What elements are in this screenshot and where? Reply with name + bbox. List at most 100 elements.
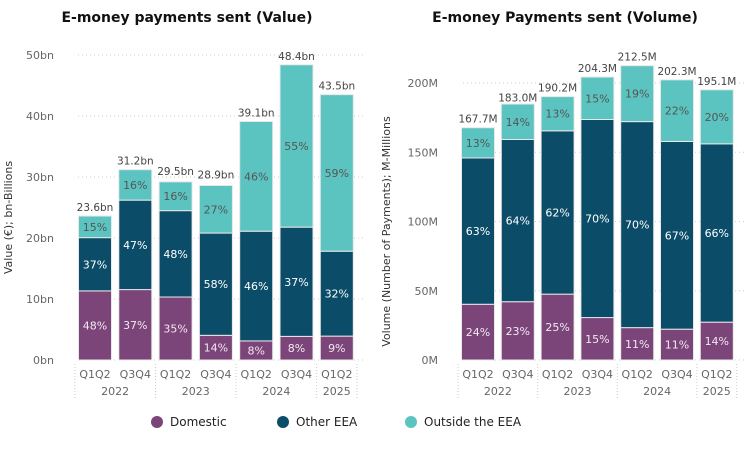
segment-label: 8% [288, 342, 305, 355]
chart-volume: E-money Payments sent (Volume) 0M 50M 100M 1… [380, 10, 745, 400]
bar-segment-other-eea [78, 237, 112, 292]
segment-label: 46% [244, 170, 268, 183]
x-year-label: 2025 [703, 385, 731, 398]
segment-label: 25% [545, 321, 569, 334]
bar-segment-outside-the-eea [461, 127, 495, 159]
segment-label: 48% [83, 319, 107, 332]
segment-label: 59% [325, 167, 349, 180]
segment-label: 62% [545, 206, 569, 219]
bar-segment-domestic [540, 293, 575, 361]
x-tick-label: Q3Q4 [281, 368, 312, 381]
segment-label: 13% [466, 137, 490, 150]
bar-segment-outside-the-eea [118, 169, 153, 201]
segment-label: 22% [665, 105, 689, 118]
segment-label: 66% [705, 227, 729, 240]
bar-segment-domestic [660, 328, 694, 361]
x-tick-label: Q3Q4 [582, 368, 613, 381]
bar-segment-domestic [118, 289, 153, 361]
segment-label: 46% [244, 280, 268, 293]
x-year-label: 2022 [484, 385, 512, 398]
x-year-label: 2023 [564, 385, 592, 398]
chart-title: E-money Payments sent (Volume) [432, 10, 698, 26]
x-tick-label: Q1Q2 [160, 368, 191, 381]
bar-segment-outside-the-eea [239, 120, 274, 232]
segment-label: 15% [83, 221, 107, 234]
y-tick-label: 30bn [26, 171, 54, 184]
segment-label: 24% [466, 326, 490, 339]
bar-segment-outside-the-eea [198, 184, 233, 234]
bar-segment-other-eea [279, 226, 314, 337]
segment-label: 19% [625, 88, 649, 101]
total-label: 43.5bn [318, 81, 355, 93]
y-tick-label: 200M [408, 77, 439, 90]
segment-label: 32% [325, 288, 349, 301]
segment-label: 70% [625, 219, 649, 232]
total-label: 212.5M [618, 52, 657, 64]
legend-label: Other EEA [296, 415, 358, 429]
y-axis-label: Volume (Number of Payments); M-Millions [380, 116, 393, 347]
total-label: 31.2bn [117, 156, 154, 168]
segment-label: 14% [705, 335, 729, 348]
segment-label: 13% [545, 108, 569, 121]
x-tick-label: Q1Q2 [622, 368, 653, 381]
y-tick-label: 20bn [26, 232, 54, 245]
y-tick-label: 50bn [26, 49, 54, 62]
x-tick-label: Q3Q4 [120, 368, 151, 381]
bar-segment-outside-the-eea [500, 103, 535, 140]
legend-item: Domestic [151, 415, 227, 429]
total-label: 183.0M [498, 93, 537, 105]
bar-segment-outside-the-eea [319, 94, 354, 252]
bar-segment-outside-the-eea [540, 96, 575, 132]
bar-segment-outside-the-eea [660, 79, 694, 142]
x-tick-label: Q1Q2 [701, 368, 732, 381]
segment-label: 70% [585, 213, 609, 226]
total-label: 167.7M [458, 114, 497, 126]
segment-label: 14% [506, 116, 530, 129]
y-tick-label: 0bn [33, 354, 54, 367]
total-label: 48.4bn [278, 51, 315, 63]
segment-label: 67% [665, 229, 689, 242]
legend-label: Outside the EEA [424, 415, 522, 429]
bar-segment-outside-the-eea [580, 76, 615, 120]
legend-item: Outside the EEA [405, 415, 522, 429]
x-tick-label: Q3Q4 [502, 368, 533, 381]
x-tick-label: Q3Q4 [200, 368, 231, 381]
bar-segment-outside-the-eea [699, 89, 734, 145]
x-tick-label: Q1Q2 [462, 368, 493, 381]
segment-label: 16% [123, 179, 147, 192]
x-tick-label: Q1Q2 [321, 368, 352, 381]
x-year-label: 2023 [182, 385, 210, 398]
total-label: 29.5bn [157, 166, 194, 178]
segment-label: 27% [204, 203, 228, 216]
y-axis-label: Value (€); bn-Billions [2, 161, 15, 274]
bar-segment-other-eea [699, 143, 734, 323]
bar-segment-outside-the-eea [620, 65, 655, 123]
segment-label: 15% [585, 333, 609, 346]
legend-item: Other EEA [277, 415, 358, 429]
total-label: 190.2M [538, 83, 577, 95]
bar-segment-other-eea [580, 118, 615, 319]
segment-label: 37% [123, 319, 147, 332]
segment-label: 15% [585, 92, 609, 105]
x-tick-label: Q1Q2 [79, 368, 110, 381]
bar-segment-other-eea [158, 210, 193, 298]
x-tick-label: Q3Q4 [661, 368, 692, 381]
x-tick-label: Q1Q2 [542, 368, 573, 381]
segment-label: 11% [665, 339, 689, 352]
segment-label: 63% [466, 225, 490, 238]
total-label: 39.1bn [238, 107, 275, 119]
segment-label: 37% [284, 276, 308, 289]
bar-segment-other-eea [660, 140, 694, 330]
bar-segment-domestic [198, 334, 233, 361]
total-label: 202.3M [657, 66, 696, 78]
bar-segment-outside-the-eea [279, 64, 314, 228]
total-label: 195.1M [697, 76, 736, 88]
segment-label: 58% [204, 278, 228, 291]
total-label: 204.3M [578, 63, 617, 75]
segment-label: 64% [506, 215, 530, 228]
bar-segment-other-eea [540, 130, 575, 295]
segment-label: 20% [705, 111, 729, 124]
legend-marker [151, 416, 163, 428]
segment-label: 23% [506, 325, 530, 338]
